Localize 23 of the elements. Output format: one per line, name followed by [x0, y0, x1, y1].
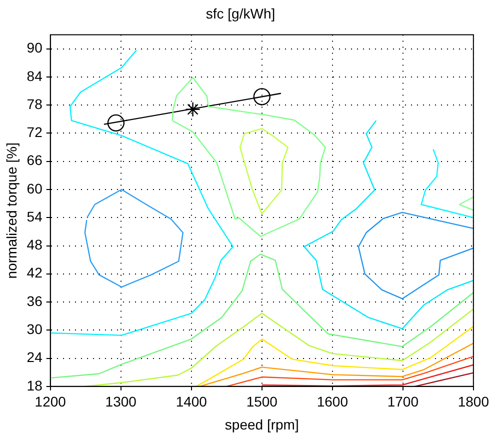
y-tick-label: 66	[26, 152, 43, 168]
y-tick-label: 18	[26, 377, 43, 394]
y-axis-title: normalized torque [%]	[3, 142, 20, 279]
y-tick-label: 60	[26, 180, 43, 196]
y-tick-label: 78	[26, 96, 43, 112]
x-tick-label: 1600	[316, 394, 348, 410]
x-tick-label: 1400	[176, 394, 208, 410]
y-tick-label: 48	[26, 236, 43, 253]
x-tick-label: 1300	[105, 394, 137, 410]
y-tick-label: 84	[26, 68, 43, 84]
chart-title: sfc [g/kWh]	[206, 5, 276, 22]
x-tick-label: 1200	[34, 394, 66, 410]
y-tick-label: 90	[26, 40, 43, 56]
y-tick-label: 42	[26, 264, 43, 281]
y-tick-label: 24	[26, 349, 43, 366]
x-axis-title: speed [rpm]	[224, 416, 299, 432]
y-tick-label: 36	[26, 292, 43, 309]
y-tick-label: 30	[26, 321, 43, 338]
y-tick-label: 72	[26, 124, 43, 140]
y-tick-label: 54	[26, 208, 43, 224]
x-tick-label: 1800	[458, 394, 490, 410]
x-tick-label: 1700	[387, 394, 419, 410]
x-tick-label: 1500	[246, 394, 278, 410]
